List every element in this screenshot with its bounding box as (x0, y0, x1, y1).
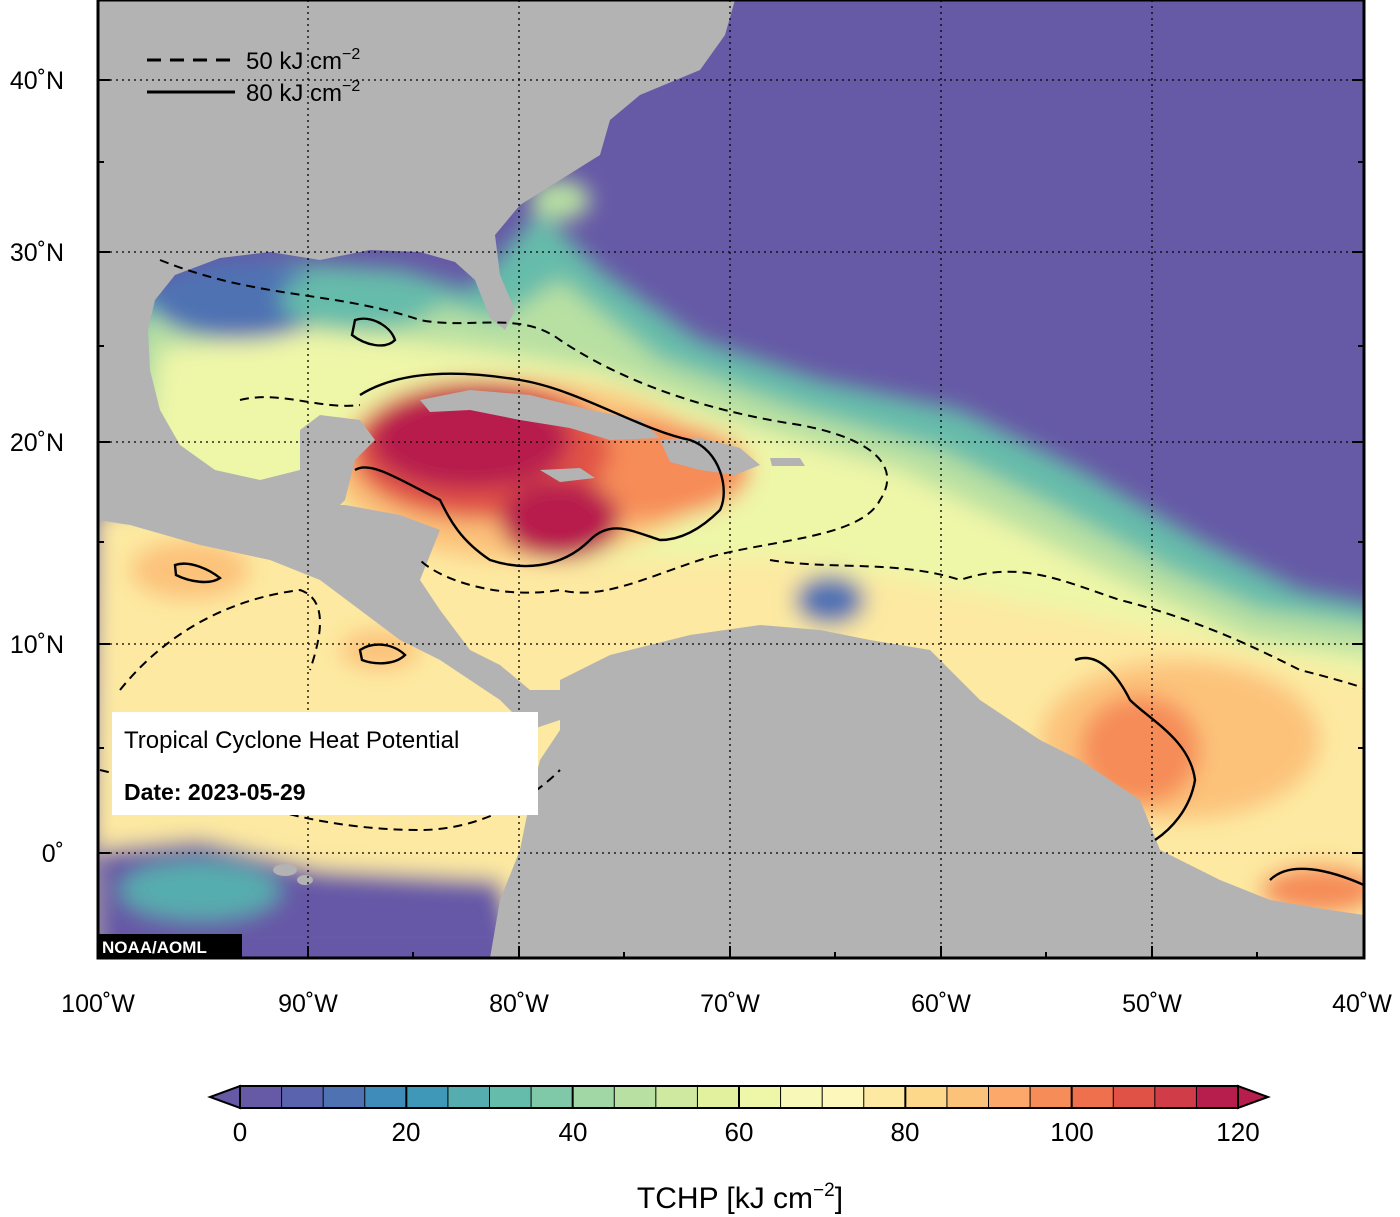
colorbar-cell (531, 1086, 574, 1108)
colorbar-cell (863, 1086, 906, 1108)
colorbar-cell (1071, 1086, 1114, 1108)
colorbar-tick-label: 40 (559, 1117, 588, 1147)
colorbar-cell (739, 1086, 782, 1108)
date-label: Date: 2023-05-29 (124, 779, 306, 805)
lon-label: 60˚W (911, 990, 971, 1018)
colorbar-min-arrow (207, 1084, 241, 1110)
lat-label: 20˚N (10, 429, 64, 457)
colorbar-cell (1113, 1086, 1156, 1108)
colorbar-tick-label: 80 (891, 1117, 920, 1147)
contour-legend: 50 kJ cm−2 80 kJ cm−2 (147, 46, 360, 107)
lon-label: 40˚W (1332, 990, 1392, 1018)
colorbar-cell (822, 1086, 865, 1108)
colorbar-cell (1030, 1086, 1073, 1108)
colorbar-cell (697, 1086, 740, 1108)
colorbar-cell (780, 1086, 823, 1108)
colorbar-cell (572, 1086, 615, 1108)
credit-background (98, 934, 242, 958)
legend-label-80: 80 kJ cm−2 (246, 78, 360, 107)
lon-label: 90˚W (278, 990, 338, 1018)
colorbar-cell (406, 1086, 449, 1108)
colorbar-cell (281, 1086, 324, 1108)
lon-label: 100˚W (61, 990, 135, 1018)
colorbar-cell (240, 1086, 283, 1108)
credit-text: NOAA/AOML (102, 938, 207, 957)
colorbar-cell (447, 1086, 491, 1108)
lon-label: 70˚W (700, 990, 760, 1018)
lat-label: 30˚N (10, 239, 64, 267)
map-title: Tropical Cyclone Heat Potential (124, 727, 459, 754)
contour-80 (173, 317, 1364, 887)
colorbar-cell (655, 1086, 699, 1108)
colorbar-cell (489, 1086, 532, 1108)
colorbar-tick-label: 0 (233, 1117, 247, 1147)
lon-label: 50˚W (1122, 990, 1182, 1018)
colorbar: 0 20 40 60 80 100 120 TCHP [kJ cm−2] (207, 1084, 1271, 1215)
lon-label: 80˚W (489, 990, 549, 1018)
title-box: Tropical Cyclone Heat Potential Date: 20… (112, 712, 538, 815)
lat-label: 10˚N (10, 631, 64, 659)
title-box-background (112, 712, 538, 815)
colorbar-cell (364, 1086, 407, 1108)
colorbar-tick-label: 120 (1216, 1117, 1259, 1147)
lat-label: 0˚ (42, 840, 64, 868)
colorbar-max-arrow (1237, 1084, 1271, 1110)
colorbar-tick-label: 100 (1050, 1117, 1093, 1147)
colorbar-cell (1154, 1086, 1198, 1108)
map-area (98, 0, 1364, 958)
colorbar-cell (323, 1086, 366, 1108)
colorbar-tick-label: 60 (725, 1117, 754, 1147)
colorbar-cell (946, 1086, 990, 1108)
credit-badge: NOAA/AOML (98, 934, 242, 958)
colorbar-cell (1196, 1086, 1239, 1108)
colorbar-label: TCHP [kJ cm−2] (637, 1180, 843, 1215)
colorbar-cell (905, 1086, 948, 1108)
latitude-labels: 40˚N 30˚N 20˚N 10˚N 0˚ (10, 67, 64, 868)
longitude-labels: 100˚W 90˚W 80˚W 70˚W 60˚W 50˚W 40˚W (61, 990, 1392, 1018)
colorbar-cells (240, 1086, 1239, 1108)
colorbar-ticks (239, 1086, 1239, 1108)
colorbar-tick-labels: 0 20 40 60 80 100 120 (233, 1117, 1260, 1147)
lat-label: 40˚N (10, 67, 64, 95)
land (98, 0, 1364, 958)
legend-label-50: 50 kJ cm−2 (246, 46, 360, 75)
colorbar-tick-label: 20 (392, 1117, 421, 1147)
colorbar-cell (614, 1086, 657, 1108)
colorbar-cell (988, 1086, 1031, 1108)
